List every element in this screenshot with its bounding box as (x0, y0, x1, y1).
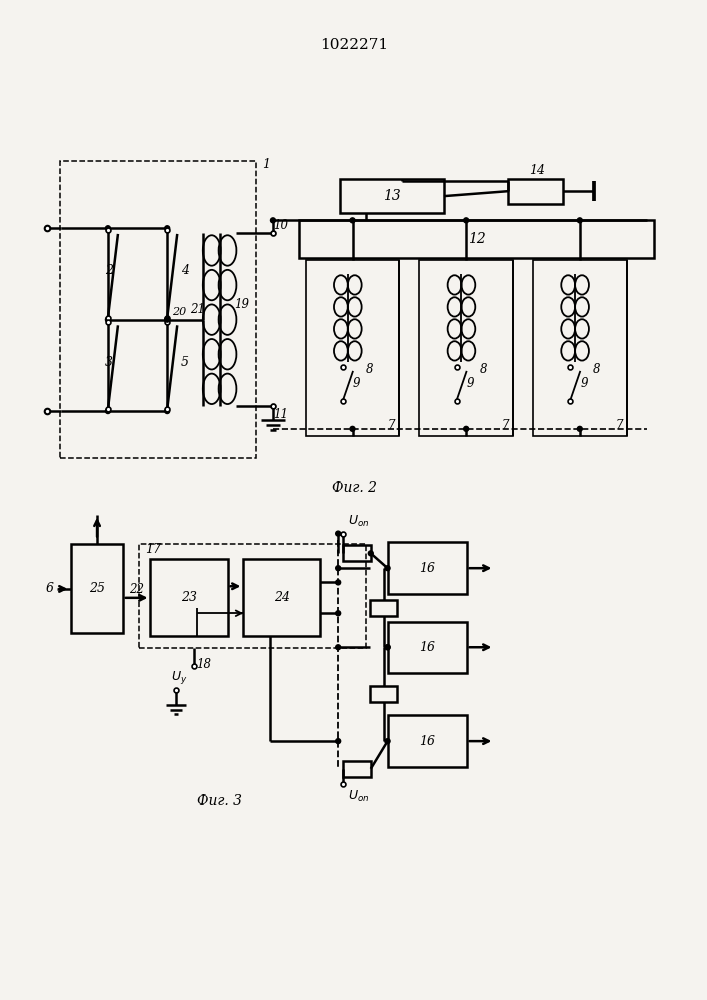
Circle shape (336, 611, 341, 616)
Circle shape (464, 218, 469, 223)
Text: 9: 9 (353, 377, 361, 390)
Circle shape (464, 426, 469, 431)
Text: 18: 18 (197, 658, 211, 671)
Circle shape (105, 226, 110, 231)
Text: 5: 5 (181, 356, 189, 369)
Text: 12: 12 (467, 232, 486, 246)
Text: 8: 8 (479, 363, 487, 376)
Bar (61, 161, 256, 458)
Bar (387, 542, 467, 594)
Bar (343, 761, 370, 777)
Bar (139, 544, 366, 648)
Circle shape (271, 218, 276, 223)
Text: $U_{on}$: $U_{on}$ (348, 789, 370, 804)
Text: 7: 7 (615, 419, 623, 432)
Circle shape (165, 226, 170, 231)
Text: 22: 22 (129, 583, 144, 596)
Text: Фиг. 3: Фиг. 3 (197, 794, 242, 808)
Text: 16: 16 (419, 641, 435, 654)
Text: $U_{on}$: $U_{on}$ (348, 514, 370, 529)
Text: 21: 21 (190, 303, 205, 316)
Circle shape (385, 566, 390, 571)
Circle shape (385, 645, 390, 650)
Circle shape (336, 739, 341, 744)
Text: 25: 25 (89, 582, 105, 595)
Circle shape (336, 566, 341, 571)
Circle shape (105, 317, 110, 322)
Text: 10: 10 (274, 219, 288, 232)
Bar (305, 260, 399, 436)
Text: 14: 14 (530, 164, 545, 177)
Circle shape (165, 317, 170, 322)
Circle shape (350, 426, 355, 431)
Bar (243, 559, 320, 636)
Text: 2: 2 (105, 264, 113, 277)
Text: 3: 3 (105, 356, 113, 369)
Bar (71, 544, 123, 633)
Text: 19: 19 (234, 298, 249, 311)
Bar (370, 600, 397, 616)
Text: 8: 8 (593, 363, 601, 376)
Circle shape (385, 645, 390, 650)
Text: Фиг. 2: Фиг. 2 (332, 481, 378, 495)
Bar (533, 260, 626, 436)
Circle shape (165, 317, 170, 322)
Text: $U_y$: $U_y$ (171, 669, 187, 686)
Circle shape (578, 426, 583, 431)
Text: 20: 20 (172, 307, 186, 317)
Circle shape (105, 409, 110, 414)
Text: 16: 16 (419, 562, 435, 575)
Bar (387, 622, 467, 673)
Text: 1: 1 (262, 158, 270, 171)
Circle shape (165, 409, 170, 414)
Text: 4: 4 (181, 264, 189, 277)
Bar (370, 686, 397, 702)
Circle shape (578, 218, 583, 223)
Bar (343, 545, 370, 561)
Text: 24: 24 (274, 591, 290, 604)
Text: 7: 7 (501, 419, 509, 432)
Circle shape (336, 580, 341, 585)
Text: 17: 17 (146, 543, 161, 556)
Text: 11: 11 (274, 408, 288, 421)
Text: 16: 16 (419, 735, 435, 748)
Circle shape (385, 739, 390, 744)
Bar (508, 179, 563, 204)
Text: 9: 9 (467, 377, 474, 390)
Text: 13: 13 (383, 189, 401, 203)
Text: 1022271: 1022271 (320, 38, 388, 52)
Bar (419, 260, 513, 436)
Text: 9: 9 (580, 377, 588, 390)
Circle shape (350, 218, 355, 223)
Bar (387, 715, 467, 767)
Text: 7: 7 (388, 419, 395, 432)
Circle shape (368, 551, 373, 556)
Text: 8: 8 (366, 363, 373, 376)
Bar (340, 179, 444, 213)
Text: 23: 23 (181, 591, 197, 604)
Bar (298, 220, 655, 258)
Bar (151, 559, 228, 636)
Circle shape (336, 531, 341, 536)
Circle shape (336, 645, 341, 650)
Text: 6: 6 (46, 582, 54, 595)
